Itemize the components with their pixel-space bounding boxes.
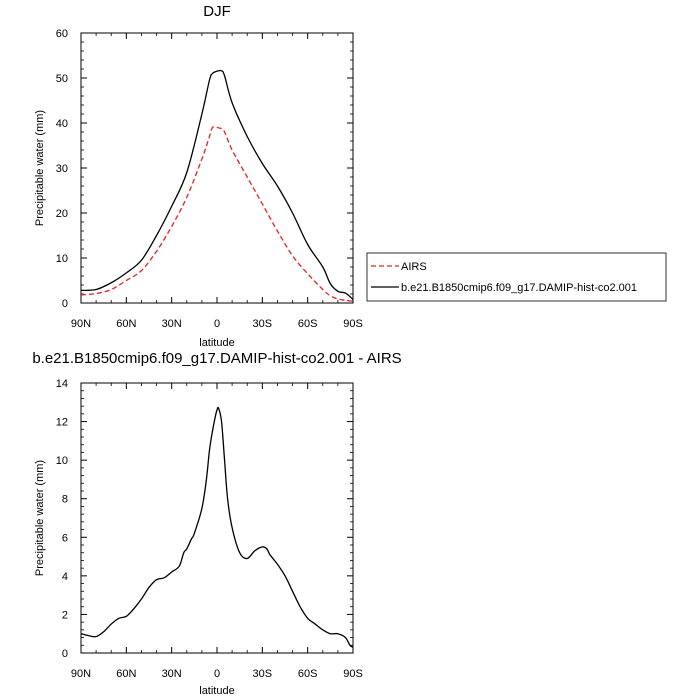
x-tick-label: 90S [343,668,363,680]
plot-frame [80,32,354,304]
x-tick-label: 30N [162,318,182,330]
y-tick-label: 8 [62,494,68,506]
legend-label-airs: AIRS [401,261,427,273]
x-tick-label: 60S [298,318,318,330]
y-tick-label: 40 [56,118,68,130]
x-tick-label: 0 [214,668,220,680]
series-lines [80,69,354,302]
y-tick-label: 30 [56,163,68,175]
x-axis-label: latitude [199,337,234,349]
legend-box [366,252,667,302]
x-axis: 90N 60N 30N 0 30S 60S 90S [71,33,363,330]
x-tick-label: 30N [162,668,182,680]
y-tick-label: 4 [62,571,68,583]
y-tick-label: 0 [62,648,68,660]
plot-frame [80,382,354,654]
model-series-line [80,406,354,648]
x-tick-label: 60N [116,318,136,330]
x-tick-label: 60S [298,668,318,680]
legend: AIRS b.e21.B1850cmip6.f09_g17.DAMIP-hist… [366,252,667,302]
x-axis: 90N 60N 30N 0 30S 60S 90S [71,383,363,680]
y-tick-label: 50 [56,73,68,85]
y-tick-label: 14 [56,378,68,390]
model-series-line [80,69,354,300]
x-tick-label: 90N [71,668,91,680]
y-tick-label: 10 [56,253,68,265]
chart-title: b.e21.B1850cmip6.f09_g17.DAMIP-hist-co2.… [32,350,401,367]
difference-panel: b.e21.B1850cmip6.f09_g17.DAMIP-hist-co2.… [32,350,401,697]
x-tick-label: 30S [253,318,273,330]
x-tick-label: 0 [214,318,220,330]
y-axis-label: Precipitable water (mm) [34,460,46,576]
y-axis: 0 10 20 30 40 50 60 [56,28,353,310]
y-tick-label: 0 [62,298,68,310]
y-tick-label: 12 [56,417,68,429]
x-tick-label: 60N [116,668,136,680]
airs-series-line [80,126,354,302]
x-tick-label: 30S [253,668,273,680]
y-axis-label: Precipitable water (mm) [34,110,46,226]
y-tick-label: 60 [56,28,68,40]
y-tick-label: 10 [56,455,68,467]
y-tick-label: 20 [56,208,68,220]
x-axis-label: latitude [199,685,234,697]
djf-panel: DJF 0 10 20 30 40 50 60 90N 60N 30N 0 30S 60S 90S la… [34,3,363,349]
series-lines [80,406,354,648]
x-tick-label: 90N [71,318,91,330]
y-axis: 0 2 4 6 8 10 12 14 [56,378,353,660]
x-tick-label: 90S [343,318,363,330]
legend-label-model: b.e21.B1850cmip6.f09_g17.DAMIP-hist-co2.… [401,282,637,294]
y-tick-label: 2 [62,609,68,621]
y-tick-label: 6 [62,532,68,544]
chart-title: DJF [203,3,231,20]
